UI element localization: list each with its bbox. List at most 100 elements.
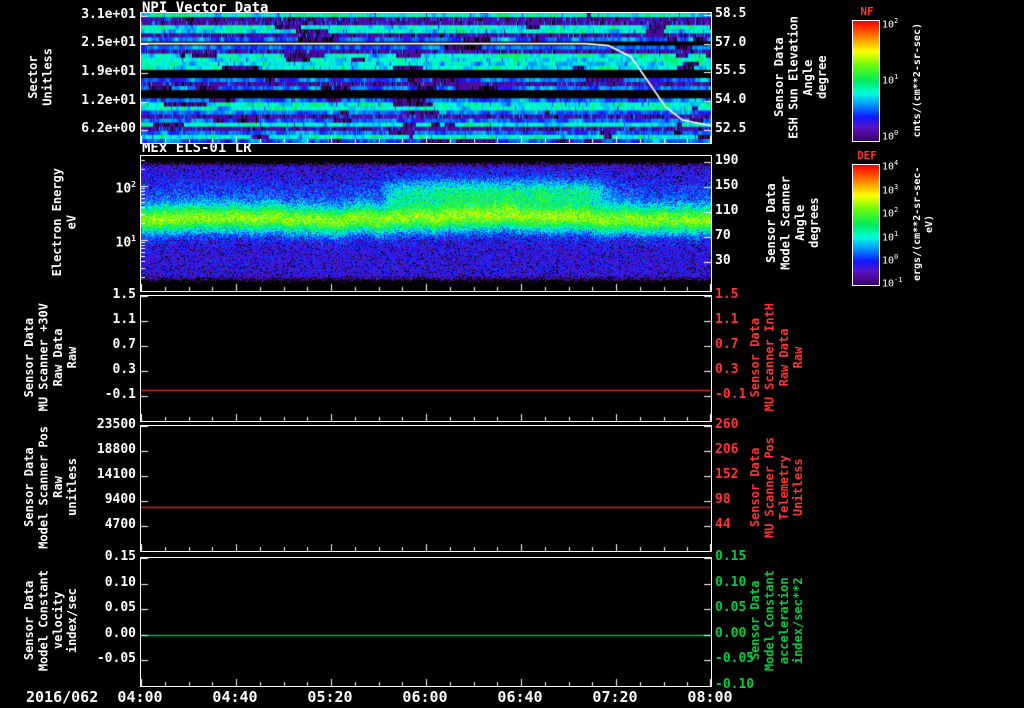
panel-1-left-tick-label: 6.2e+00 — [81, 121, 136, 137]
panel-5-right-tick-label: 0.00 — [715, 625, 747, 641]
exponent: 3 — [894, 183, 899, 192]
panel-3-right-tick-label: -0.1 — [715, 387, 747, 402]
panel-4-canvas — [141, 426, 711, 551]
panel-2-left-axis-label: Electron Energy eV — [50, 155, 79, 290]
panel-5-left-tick-label: 0.05 — [104, 600, 136, 616]
colorbar-NF-units: cnts/(cm**2-sr-sec) — [912, 16, 924, 144]
panel-4-right-tick-label: 44 — [715, 517, 731, 532]
x-axis-tick-label: 08:00 — [687, 688, 733, 706]
panel-2-right-tick-label: 70 — [715, 228, 731, 244]
panel-4-left-tick-label: 9400 — [104, 492, 136, 507]
panel-4-left-tick-label: 18800 — [96, 442, 136, 457]
panel-2-right-tick-label: 150 — [715, 178, 739, 194]
colorbar-DEF-tick: 10-1 — [882, 275, 903, 290]
panel-5-left-tick-label: 0.10 — [104, 574, 136, 590]
colorbar-DEF-tick: 104 — [882, 159, 899, 173]
exponent: 2 — [894, 206, 899, 215]
panel-3-right-axis-label-text: Sensor Data MU Scanner IntH Raw Data Raw — [748, 303, 806, 412]
panel-3-right-axis-label: Sensor Data MU Scanner IntH Raw Data Raw — [748, 295, 806, 420]
colorbar-NF-gradient — [853, 21, 879, 141]
panel-5-left-axis-label-text: Sensor Data Model Constant velocity inde… — [22, 570, 80, 672]
panel-3-left-axis-label-text: Sensor Data MU Scanner +30V Raw Data Raw — [22, 303, 80, 412]
panel-4-right-axis-label-text: Sensor Data MU Scanner Pos Telemetry Uni… — [748, 436, 806, 539]
panel-4-right-tick-label: 98 — [715, 492, 731, 507]
colorbar-NF-label: NF — [860, 5, 874, 18]
panel-3-right-tick-label: 0.7 — [715, 337, 739, 352]
x-axis-tick-label: 04:40 — [212, 688, 258, 706]
panel-4-right-axis-label: Sensor Data MU Scanner Pos Telemetry Uni… — [748, 425, 806, 550]
panel-5-right-tick-label: 0.15 — [715, 549, 747, 564]
x-axis-tick-label: 04:00 — [117, 688, 163, 706]
panel-5-left-tick-label: 0.15 — [104, 549, 136, 564]
panel-5-left-tick-label: 0.00 — [104, 625, 136, 641]
panel-5-right-tick-label: -0.10 — [715, 677, 755, 692]
panel-5-left-tick-label: -0.05 — [96, 651, 136, 667]
colorbar-DEF-units: ergs/(cm**2-sr-sec-eV) — [912, 160, 936, 288]
panel-2-left-tick-label: 101 — [115, 233, 136, 251]
panel-2-right-tick-label: 110 — [715, 203, 739, 219]
colorbar-NF — [852, 20, 880, 142]
panel-2-left-axis-label-text: Electron Energy eV — [50, 168, 79, 277]
exponent: 0 — [894, 253, 899, 261]
panel-1-left-tick-label: 1.9e+01 — [81, 63, 136, 79]
panel-3-left-tick-label: 0.7 — [112, 337, 136, 352]
x-axis-tick-label: 06:00 — [402, 688, 448, 706]
panel-1-left-tick-label: 1.2e+01 — [81, 92, 136, 108]
panel-1-plot — [140, 12, 712, 144]
panel-1-right-axis-label-text: Sensor Data ESH Sun Elevation Angle degr… — [772, 15, 830, 139]
panel-1-right-tick-label: 54.0 — [715, 91, 747, 107]
panel-3-right-tick-label: 1.1 — [715, 312, 739, 327]
colorbar-DEF-tick: 101 — [882, 230, 899, 244]
colorbar-DEF-gradient — [853, 165, 879, 285]
colorbar-NF-units-text: cnts/(cm**2-sr-sec) — [912, 22, 923, 138]
panel-2-right-tick-label: 190 — [715, 153, 739, 169]
panel-5-right-axis-label-text: Sensor Data Model Constant acceleration … — [748, 570, 806, 672]
panel-5-right-axis-label: Sensor Data Model Constant acceleration … — [748, 557, 806, 685]
panel-4-left-tick-label: 4700 — [104, 517, 136, 532]
panel-4-plot — [140, 425, 712, 552]
panel-1-canvas — [141, 13, 711, 143]
x-axis-date-label: 2016/062 — [26, 688, 99, 706]
panel-3-plot — [140, 295, 712, 422]
panel-5-plot — [140, 557, 712, 687]
panel-2-left-tick-label: 102 — [115, 179, 136, 197]
panel-2-canvas — [141, 156, 711, 291]
panel-1-left-axis-label: Sector Unitless — [26, 12, 55, 142]
exponent: 1 — [131, 233, 136, 243]
x-axis-tick-label: 07:20 — [592, 688, 638, 706]
panel-2-right-axis-label-text: Sensor Data Model Scanner Angle degrees — [764, 175, 822, 270]
exponent: 1 — [894, 73, 899, 81]
colorbar-DEF-tick: 103 — [882, 183, 899, 197]
panel-1-right-tick-label: 57.0 — [715, 34, 747, 50]
panel-5-right-tick-label: 0.10 — [715, 574, 747, 590]
panel-3-left-tick-label: 0.3 — [112, 362, 136, 377]
colorbar-DEF-label: DEF — [857, 149, 877, 162]
panel-3-right-tick-label: 1.5 — [715, 287, 739, 302]
panel-3-left-tick-label: -0.1 — [104, 387, 136, 402]
x-axis-tick-label: 06:40 — [497, 688, 543, 706]
colorbar-NF-tick: 100 — [882, 129, 899, 143]
panel-4-right-tick-label: 152 — [715, 467, 739, 482]
colorbar-NF-tick: 101 — [882, 73, 899, 87]
panel-3-left-tick-label: 1.5 — [112, 287, 136, 302]
panel-1-right-tick-label: 58.5 — [715, 5, 747, 21]
panel-1-left-axis-label-text: Sector Unitless — [26, 48, 55, 106]
panel-1-left-tick-label: 3.1e+01 — [81, 6, 136, 22]
panel-5-left-axis-label: Sensor Data Model Constant velocity inde… — [22, 557, 80, 685]
panel-4-left-tick-label: 14100 — [96, 467, 136, 482]
panel-3-left-tick-label: 1.1 — [112, 312, 136, 327]
panel-4-right-tick-label: 206 — [715, 442, 739, 457]
panel-2-right-axis-label: Sensor Data Model Scanner Angle degrees — [764, 155, 822, 290]
panel-1-right-axis-label: Sensor Data ESH Sun Elevation Angle degr… — [772, 12, 830, 142]
exponent: 0 — [894, 129, 899, 138]
exponent: 2 — [131, 179, 136, 189]
exponent: -1 — [894, 275, 903, 284]
panel-4-left-axis-label: Sensor Data Model Scanner Pos Raw unitle… — [22, 425, 80, 550]
panel-5-right-tick-label: 0.05 — [715, 600, 747, 616]
colorbar-DEF — [852, 164, 880, 286]
exponent: 2 — [894, 16, 899, 25]
panel-4-right-tick-label: 260 — [715, 417, 739, 432]
panel-3-canvas — [141, 296, 711, 421]
panel-3-left-axis-label: Sensor Data MU Scanner +30V Raw Data Raw — [22, 295, 80, 420]
